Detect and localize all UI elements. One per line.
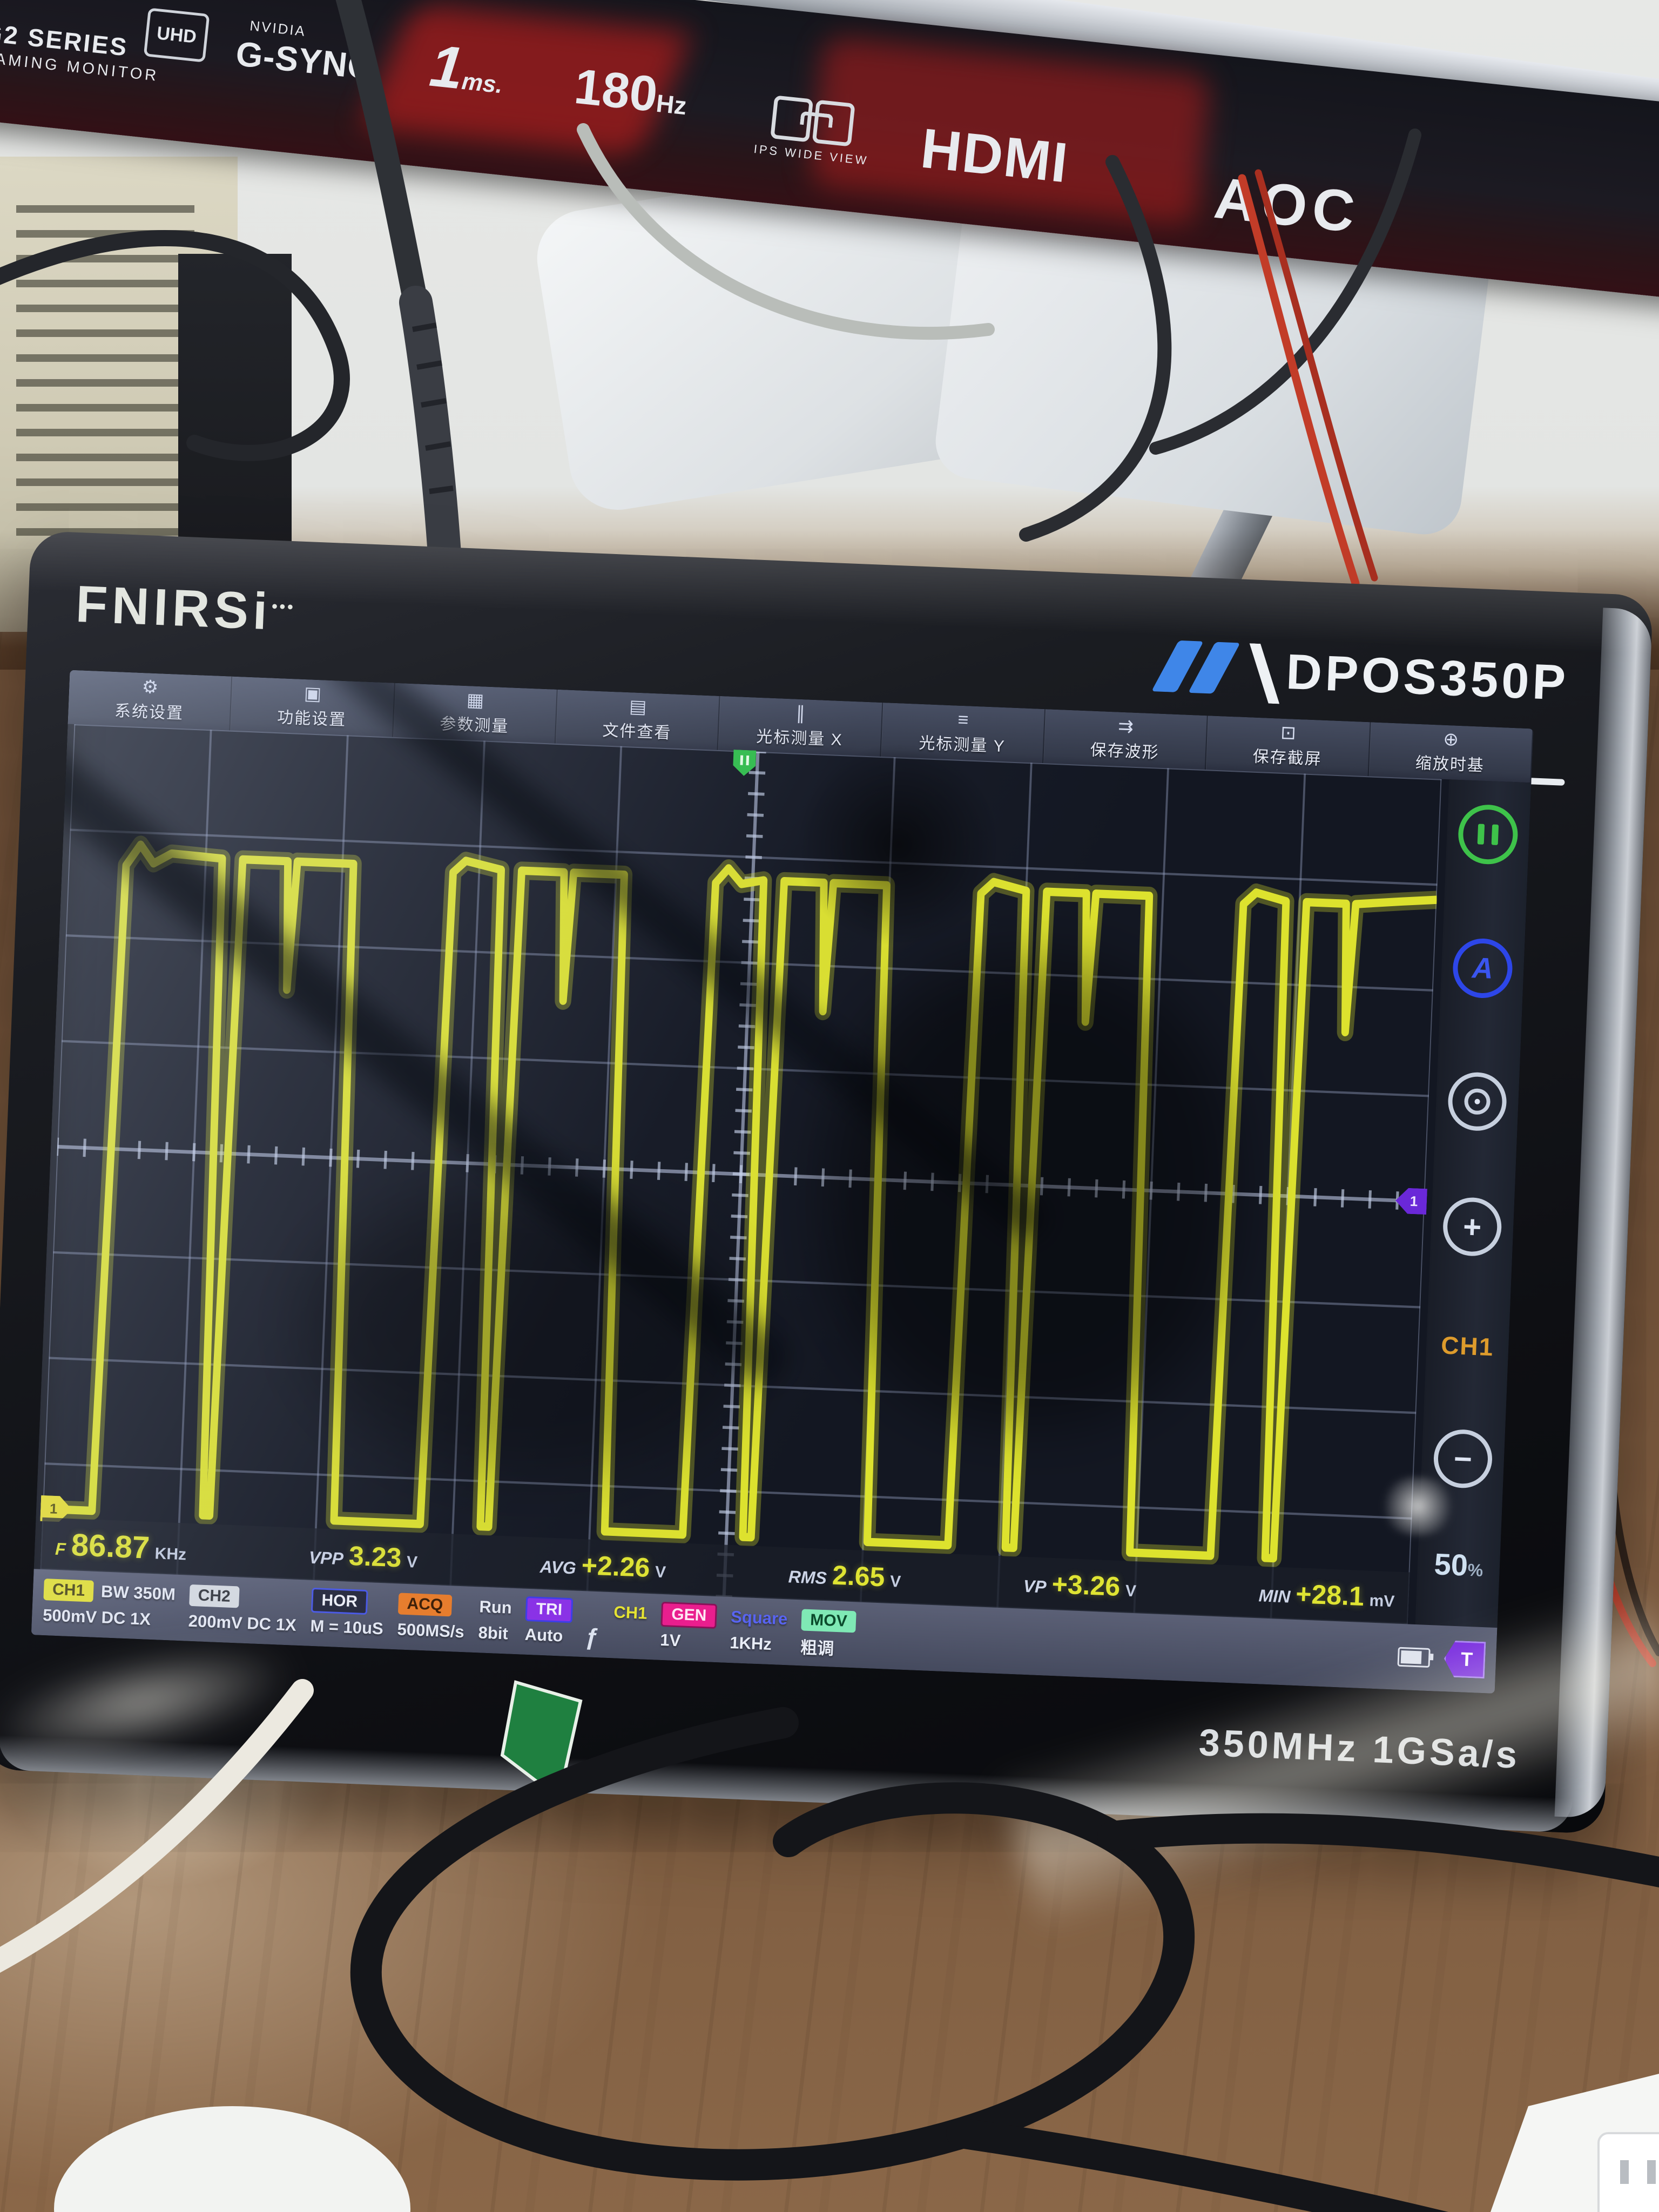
- white-object: [54, 2106, 410, 2212]
- oscilloscope-device: FNIRSi••• DPOS350P ⚙ 系统设置 ▣ 功能设置 ▦ 参数测量 ▤ 文件…: [0, 530, 1659, 1934]
- white-charger: [1597, 2132, 1659, 2212]
- white-cable: [0, 1679, 314, 1973]
- red-wire: [1238, 174, 1360, 588]
- charger-slot: [1620, 2160, 1629, 2184]
- black-cable: [0, 230, 350, 461]
- grey-cable: [577, 123, 995, 340]
- black-cable-loop: [350, 1707, 1195, 2181]
- red-wire: [1255, 169, 1378, 582]
- black-cable: [1149, 129, 1421, 455]
- black-cable-exit: [946, 2118, 1448, 2212]
- probe-ribs: [412, 322, 454, 494]
- black-cable: [1019, 155, 1172, 542]
- charger-slot: [1647, 2160, 1656, 2184]
- black-cable-exit: [1097, 1813, 1659, 1887]
- scope-screen: ⚙ 系统设置 ▣ 功能设置 ▦ 参数测量 ▤ 文件查看 ∥ 光标测量 X ≡ 光标测量 Y …: [31, 670, 1534, 1694]
